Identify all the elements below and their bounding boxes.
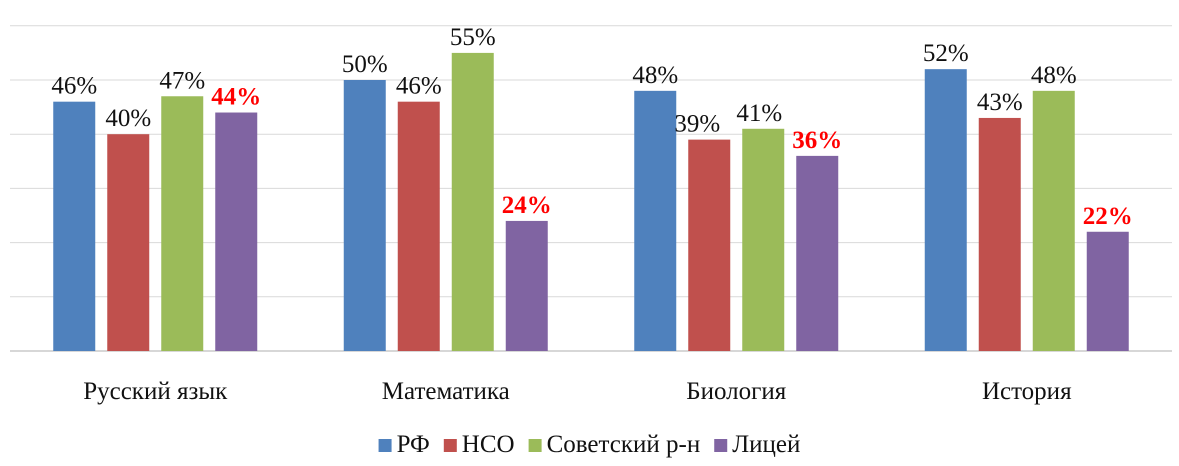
bar-2-2	[397, 101, 440, 352]
legend-swatch	[714, 439, 728, 452]
bar-series-group	[53, 52, 1129, 352]
bar-3-3	[742, 128, 785, 351]
legend-label: РФ	[397, 431, 430, 458]
legend-label: НСО	[462, 431, 515, 458]
category-label: Математика	[382, 378, 510, 405]
data-label: 39%	[674, 111, 720, 138]
bar-1-2	[343, 80, 386, 351]
bar-4-4	[1086, 231, 1129, 351]
category-label: История	[982, 378, 1072, 405]
legend-label: Советский р-н	[547, 431, 701, 458]
legend: РФ НСО Советский р-н Лицей	[378, 431, 800, 458]
data-label: 48%	[1031, 62, 1077, 89]
legend-swatch	[443, 439, 457, 452]
legend-item: Лицей	[714, 431, 800, 458]
bar-4-1	[215, 112, 258, 352]
data-label: 52%	[923, 40, 969, 67]
bar-1-1	[53, 101, 96, 352]
category-labels-group: Русский язык Математика Биология История	[83, 378, 1072, 405]
data-label: 22%	[1083, 203, 1133, 230]
bar-3-4	[1032, 90, 1075, 351]
gridlines	[10, 25, 1172, 298]
bar-4-3	[796, 155, 839, 351]
bar-1-3	[634, 90, 677, 351]
data-label: 36%	[792, 127, 842, 154]
legend-item: РФ	[378, 431, 430, 458]
data-label: 24%	[502, 192, 552, 219]
data-label: 55%	[450, 24, 496, 51]
data-label: 43%	[977, 89, 1023, 116]
bar-1-4	[924, 69, 967, 351]
data-label: 46%	[51, 73, 97, 100]
legend-item: НСО	[443, 431, 515, 458]
data-label: 50%	[342, 51, 388, 78]
category-label: Русский язык	[83, 378, 228, 405]
data-label: 40%	[105, 105, 151, 132]
legend-swatch	[378, 439, 392, 452]
data-label: 47%	[159, 67, 205, 94]
bar-2-4	[978, 117, 1021, 351]
bar-3-2	[451, 52, 494, 352]
data-label: 41%	[736, 100, 782, 127]
legend-label: Лицей	[732, 431, 800, 458]
data-labels-group: 46% 40% 47%44% 50% 46% 55% 24% 48% 39% 41% 36% 52% 4…	[51, 24, 1132, 230]
data-label: 44%	[211, 84, 261, 111]
data-label: 48%	[632, 62, 678, 89]
bar-2-1	[107, 134, 150, 351]
bar-4-2	[505, 220, 548, 351]
data-label: 46%	[396, 73, 442, 100]
legend-swatch	[528, 439, 542, 452]
bar-2-3	[688, 139, 731, 351]
category-label: Биология	[686, 378, 787, 405]
legend-item: Советский р-н	[528, 431, 701, 458]
bar-3-1	[161, 96, 204, 351]
